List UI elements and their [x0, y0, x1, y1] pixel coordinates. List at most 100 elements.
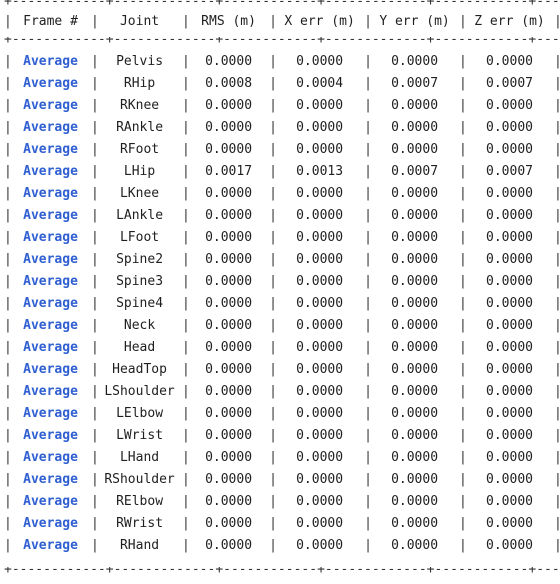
column-divider: | — [182, 120, 190, 135]
table-body: | Average | Pelvis | 0.0000 | 0.0000 | 0.0000 | 0.0… — [4, 51, 560, 557]
column-divider: | — [182, 538, 190, 553]
column-divider: | — [91, 428, 99, 443]
cell-x-err: 0.0004 — [296, 76, 344, 91]
column-divider: | — [364, 274, 372, 289]
cell-joint: Pelvis — [116, 54, 164, 69]
cell-x-err: 0.0000 — [296, 296, 344, 311]
column-divider: | — [269, 230, 277, 245]
cell-x-err: 0.0000 — [296, 98, 344, 113]
column-divider: | — [554, 76, 560, 91]
column-divider: | — [459, 252, 467, 267]
column-divider: | — [554, 142, 560, 157]
column-divider: | — [459, 230, 467, 245]
column-divider: | — [459, 538, 467, 553]
table-border-bottom: +------------+-------------+------------… — [4, 567, 560, 573]
column-divider: | — [554, 494, 560, 509]
column-divider: | — [364, 230, 372, 245]
column-divider: | — [554, 362, 560, 377]
column-divider: | — [182, 186, 190, 201]
column-divider: | — [459, 384, 467, 399]
cell-joint: RKnee — [119, 98, 160, 113]
table-row: | Average | RHand | 0.0000 | 0.0000 | 0.0000 | 0.00… — [4, 535, 560, 557]
cell-frame: Average — [23, 164, 78, 179]
column-divider: | — [91, 164, 99, 179]
column-divider: | — [182, 296, 190, 311]
table-row: | Average | LElbow | 0.0000 | 0.0000 | 0.0000 | 0.0… — [4, 403, 560, 425]
cell-z-err: 0.0000 — [486, 230, 533, 245]
cell-rms: 0.0000 — [205, 516, 253, 531]
cell-z-err: 0.0000 — [486, 516, 533, 531]
column-divider: | — [91, 450, 99, 465]
cell-joint: RHip — [123, 76, 156, 91]
column-divider: | — [91, 274, 99, 289]
column-divider: | — [4, 252, 12, 267]
cell-y-err: 0.0000 — [391, 494, 439, 509]
cell-x-err: 0.0000 — [296, 384, 344, 399]
cell-x-err: 0.0000 — [296, 428, 344, 443]
column-divider: | — [91, 120, 99, 135]
column-divider: | — [269, 120, 277, 135]
column-divider: | — [459, 98, 467, 113]
cell-y-err: 0.0000 — [391, 186, 439, 201]
column-divider: | — [182, 318, 190, 333]
table-row: | Average | Head | 0.0000 | 0.0000 | 0.0000 | 0.000… — [4, 337, 560, 359]
table-row: | Average | RShoulder | 0.0000 | 0.0000 | 0.0000 |… — [4, 469, 560, 491]
cell-x-err: 0.0000 — [296, 472, 344, 487]
column-divider: | — [4, 120, 12, 135]
column-divider: | — [554, 296, 560, 311]
column-divider: | — [364, 296, 372, 311]
column-divider: | — [91, 384, 99, 399]
column-divider: | — [459, 296, 467, 311]
table-row: | Average | RWrist | 0.0000 | 0.0000 | 0.0000 | 0.0… — [4, 513, 560, 535]
column-divider: | — [269, 428, 277, 443]
cell-joint: HeadTop — [112, 362, 167, 377]
cell-frame: Average — [23, 406, 78, 421]
table-row: | Average | RKnee | 0.0000 | 0.0000 | 0.0000 | 0.00… — [4, 95, 560, 117]
table-row: | Average | RFoot | 0.0000 | 0.0000 | 0.0000 | 0.00… — [4, 139, 560, 161]
cell-frame: Average — [23, 450, 78, 465]
cell-y-err: 0.0000 — [391, 538, 439, 553]
cell-x-err: 0.0000 — [296, 120, 344, 135]
cell-joint: RFoot — [119, 142, 160, 157]
column-divider: | — [4, 318, 12, 333]
column-divider: | — [554, 538, 560, 553]
cell-frame: Average — [23, 230, 78, 245]
column-divider: | — [182, 54, 190, 69]
cell-y-err: 0.0000 — [391, 472, 439, 487]
cell-y-err: 0.0000 — [391, 450, 439, 465]
column-divider: | — [269, 318, 277, 333]
column-divider: | — [182, 406, 190, 421]
cell-z-err: 0.0000 — [486, 538, 533, 553]
column-divider: | — [269, 340, 277, 355]
cell-z-err: 0.0000 — [486, 428, 533, 443]
cell-joint: RAnkle — [116, 120, 164, 135]
cell-rms: 0.0000 — [205, 428, 253, 443]
column-divider: | — [459, 406, 467, 421]
cell-frame: Average — [23, 296, 78, 311]
table-row: | Average | LWrist | 0.0000 | 0.0000 | 0.0000 | 0.0… — [4, 425, 560, 447]
column-divider: | — [91, 98, 99, 113]
column-divider: | — [459, 472, 467, 487]
column-divider: | — [182, 384, 190, 399]
column-divider: | — [364, 538, 372, 553]
cell-joint: RHand — [119, 538, 160, 553]
cell-y-err: 0.0000 — [391, 274, 439, 289]
column-divider: | — [91, 142, 99, 157]
cell-frame: Average — [23, 384, 78, 399]
column-divider: | — [554, 252, 560, 267]
column-divider: | — [459, 54, 467, 69]
cell-joint: Spine4 — [116, 296, 164, 311]
column-divider: | — [554, 14, 560, 29]
column-divider: | — [459, 208, 467, 223]
column-divider: | — [269, 406, 277, 421]
column-divider: | — [269, 76, 277, 91]
column-divider: | — [269, 516, 277, 531]
cell-y-err: 0.0000 — [391, 428, 439, 443]
cell-x-err: 0.0000 — [296, 450, 344, 465]
cell-x-err: 0.0000 — [296, 54, 344, 69]
column-divider: | — [459, 428, 467, 443]
cell-z-err: 0.0000 — [486, 406, 533, 421]
table-row: | Average | HeadTop | 0.0000 | 0.0000 | 0.0000 | 0.… — [4, 359, 560, 381]
cell-z-err: 0.0000 — [486, 494, 533, 509]
cell-rms: 0.0000 — [205, 296, 253, 311]
